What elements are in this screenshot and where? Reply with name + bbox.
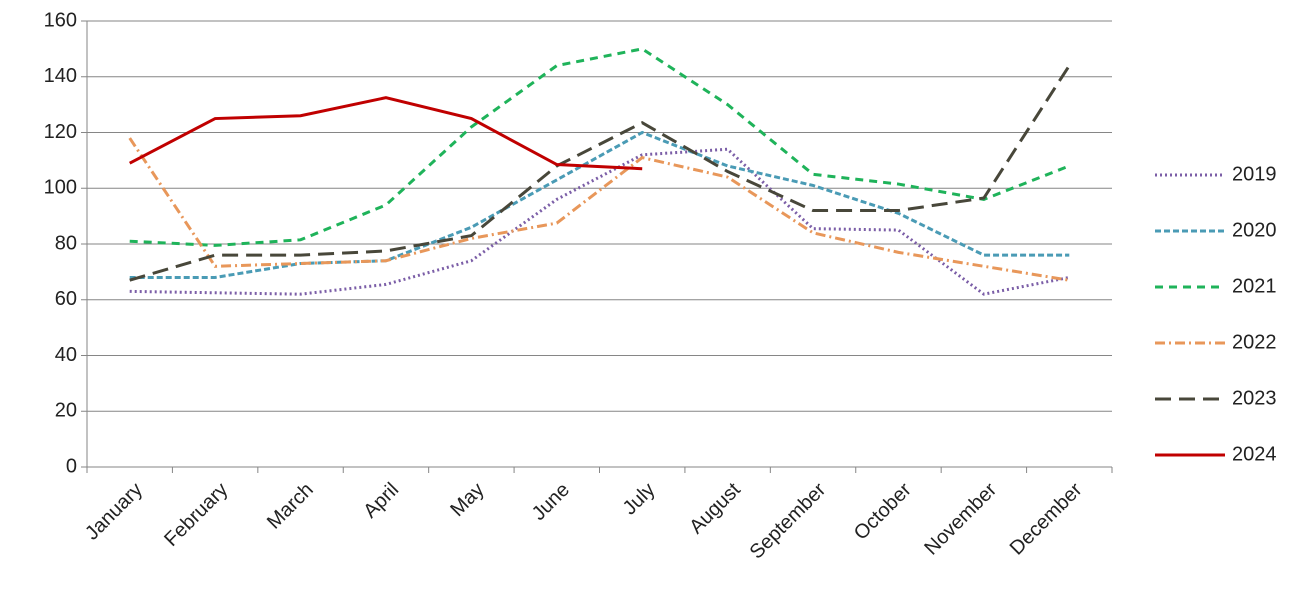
series-line bbox=[128, 137, 1070, 282]
x-tick-label: October bbox=[850, 478, 916, 544]
y-tick-label: 100 bbox=[44, 177, 77, 199]
y-tick-label: 120 bbox=[44, 121, 77, 143]
series-line bbox=[129, 47, 1070, 247]
x-tick-label: April bbox=[359, 479, 403, 523]
y-tick-label: 140 bbox=[44, 65, 77, 87]
x-tick-label: November bbox=[920, 478, 1001, 559]
x-tick-label: February bbox=[160, 479, 232, 551]
legend-label: 2021 bbox=[1232, 275, 1277, 297]
y-tick-label: 20 bbox=[55, 400, 77, 422]
series-line bbox=[129, 96, 643, 171]
series-line bbox=[129, 64, 1071, 282]
legend-label: 2019 bbox=[1232, 163, 1277, 185]
legend-label: 2023 bbox=[1232, 387, 1277, 409]
x-tick-label: June bbox=[528, 479, 574, 525]
y-tick-label: 0 bbox=[66, 455, 77, 477]
y-tick-label: 60 bbox=[55, 288, 77, 310]
legend-label: 2020 bbox=[1232, 219, 1277, 241]
x-tick-label: September bbox=[746, 478, 831, 563]
y-tick-label: 160 bbox=[44, 9, 77, 31]
y-tick-label: 40 bbox=[55, 344, 77, 366]
x-tick-label: March bbox=[263, 479, 318, 534]
x-tick-label: January bbox=[81, 479, 147, 545]
x-tick-label: December bbox=[1006, 478, 1087, 559]
x-tick-label: August bbox=[685, 478, 745, 538]
series-line bbox=[129, 147, 1070, 296]
x-tick-label: July bbox=[619, 479, 660, 520]
legend-label: 2022 bbox=[1232, 331, 1277, 353]
x-tick-label: May bbox=[446, 479, 488, 521]
y-tick-label: 80 bbox=[55, 232, 77, 254]
legend-label: 2024 bbox=[1232, 443, 1277, 465]
series-line bbox=[129, 130, 1070, 279]
